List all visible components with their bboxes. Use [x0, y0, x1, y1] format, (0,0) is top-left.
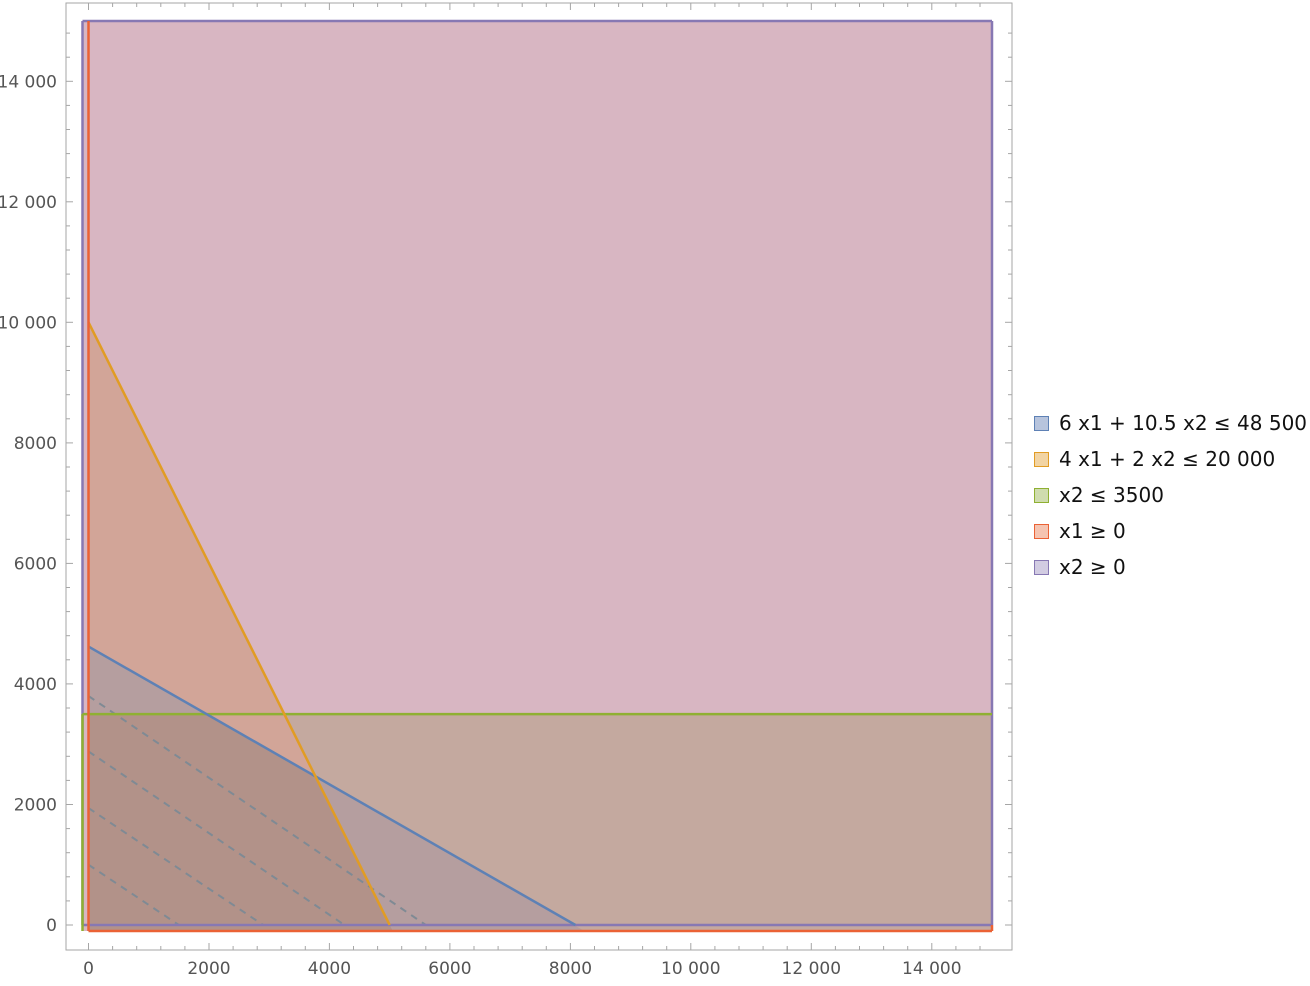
objective-contour-1	[87, 863, 180, 926]
legend-swatch	[1034, 523, 1049, 539]
legend-swatch	[1034, 559, 1049, 575]
y-tick-label: 0	[46, 916, 57, 936]
legend-swatch	[1034, 487, 1049, 503]
x-tick-label: 12 000	[782, 959, 841, 979]
y-axis-ticks: 0 2000 4000 6000 8000 10 000 12 000 14 000	[0, 32, 1012, 936]
y-tick-label: 4000	[14, 675, 57, 695]
legend: 6 x1 + 10.5 x2 ≤ 48 500 4 x1 + 2 x2 ≤ 20…	[1034, 405, 1307, 585]
x-tick-label: 2000	[187, 959, 230, 979]
legend-item-orange-constraint: 4 x1 + 2 x2 ≤ 20 000	[1034, 441, 1307, 477]
legend-label: 6 x1 + 10.5 x2 ≤ 48 500	[1059, 411, 1308, 435]
plot-frame	[65, 2, 1013, 951]
legend-item-blue-constraint: 6 x1 + 10.5 x2 ≤ 48 500	[1034, 405, 1307, 441]
constraint-boundaries	[81, 19, 994, 933]
x-tick-label: 0	[83, 959, 94, 979]
legend-item-green-constraint: x2 ≤ 3500	[1034, 477, 1307, 513]
y-tick-label: 6000	[14, 554, 57, 574]
x-tick-label: 4000	[308, 959, 351, 979]
x-tick-label: 6000	[428, 959, 471, 979]
region-fill-core-overlap	[88, 714, 393, 931]
legend-label: x2 ≤ 3500	[1059, 483, 1164, 507]
boundary-orange-constraint	[87, 321, 391, 926]
legend-label: x1 ≥ 0	[1059, 519, 1126, 543]
plot-regions	[82, 21, 992, 931]
boundary-blue-constraint	[87, 645, 577, 927]
y-tick-label: 8000	[14, 434, 57, 454]
legend-swatch	[1034, 415, 1049, 431]
x-tick-label: 14 000	[902, 959, 961, 979]
y-tick-label: 2000	[14, 796, 57, 816]
legend-item-purple-constraint: x2 ≥ 0	[1034, 549, 1307, 585]
legend-label: x2 ≥ 0	[1059, 555, 1126, 579]
objective-contour-2	[87, 807, 264, 926]
legend-label: 4 x1 + 2 x2 ≤ 20 000	[1059, 447, 1276, 471]
legend-swatch	[1034, 451, 1049, 467]
legend-item-red-constraint: x1 ≥ 0	[1034, 513, 1307, 549]
y-tick-label: 10 000	[0, 313, 57, 333]
y-tick-label: 14 000	[0, 72, 57, 92]
x-axis-ticks: 0 2000 4000 6000 8000 10 000 12 000 14 000	[83, 3, 981, 979]
x-tick-label: 10 000	[661, 959, 720, 979]
region-fill-background	[82, 21, 992, 931]
x-tick-label: 8000	[549, 959, 592, 979]
y-tick-label: 12 000	[0, 193, 57, 213]
